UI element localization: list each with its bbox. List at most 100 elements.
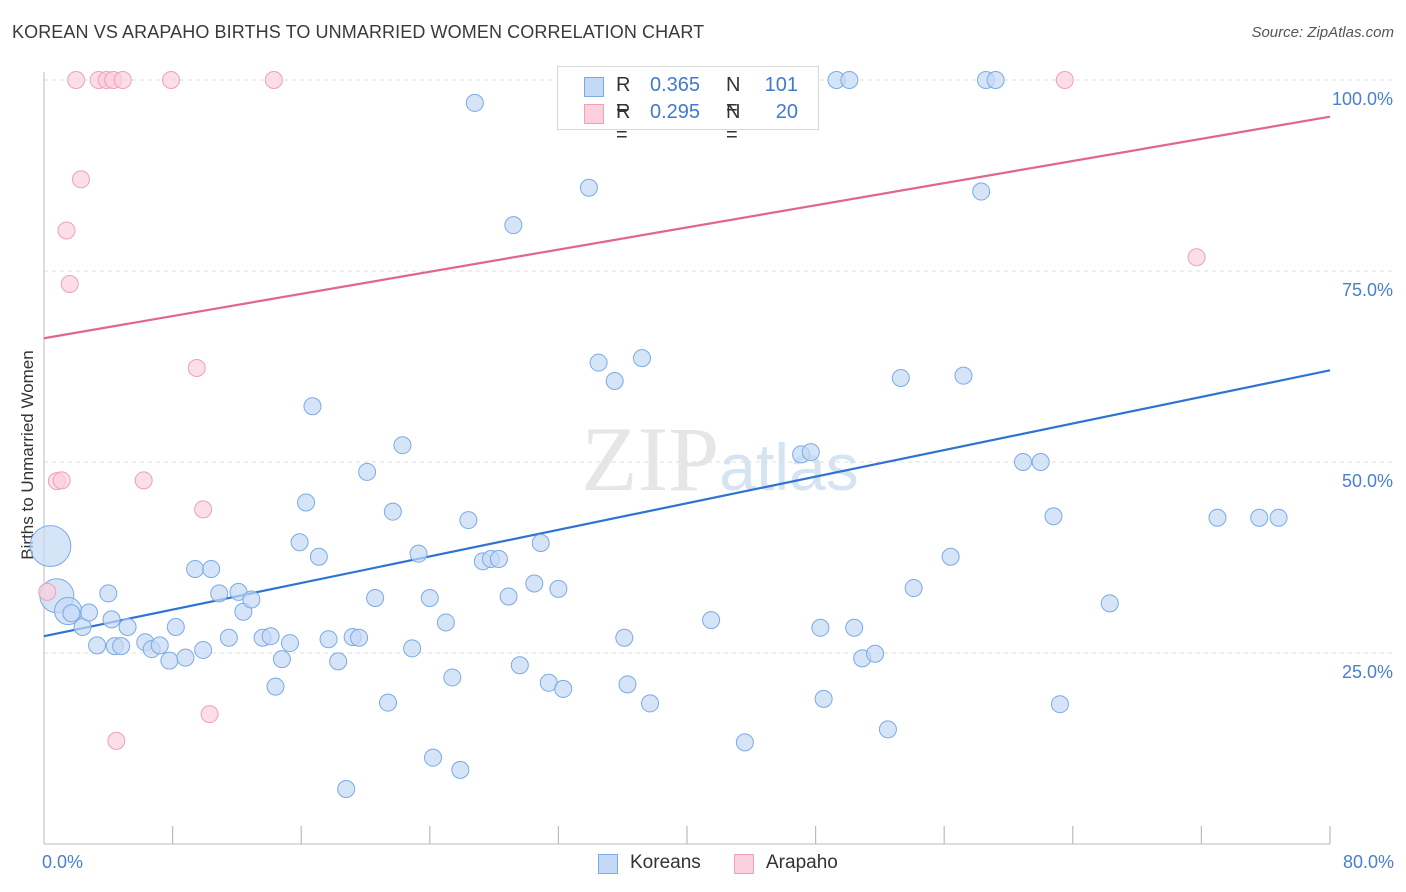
point-koreans [845,618,864,637]
point-koreans [242,590,261,609]
point-koreans [1250,508,1269,527]
point-arapaho [52,471,71,490]
point-arapaho [134,471,153,490]
chart-source: Source: ZipAtlas.com [1251,24,1394,41]
point-koreans [102,610,121,629]
point-koreans [1013,453,1032,471]
point-arapaho [57,221,76,240]
legend-swatch-koreans [584,77,604,97]
point-koreans [393,436,412,455]
point-koreans [1044,507,1063,526]
point-koreans [403,639,422,658]
legend-r-value-koreans: 0.365 [650,74,701,96]
point-koreans [510,656,529,675]
point-koreans [29,525,72,567]
point-arapaho [194,500,213,519]
point-arapaho [113,71,132,89]
point-arapaho [67,71,86,89]
point-koreans [878,720,897,739]
point-arapaho [200,705,219,724]
point-arapaho [264,71,283,89]
point-koreans [358,462,377,481]
point-arapaho [107,731,126,750]
point-koreans [1100,594,1119,613]
point-koreans [297,493,316,512]
point-koreans [409,544,428,563]
point-koreans [801,443,820,462]
point-arapaho [1055,71,1074,89]
point-koreans [632,349,651,368]
point-koreans [954,366,973,385]
point-koreans [266,677,285,696]
point-koreans [451,760,470,779]
point-koreans [941,547,960,566]
point-koreans [112,637,131,656]
point-koreans [615,628,634,647]
point-koreans [549,579,568,598]
point-koreans [329,652,348,671]
grid-lines [44,79,1395,654]
point-koreans [814,689,833,708]
series-swatch-koreans [598,854,618,874]
point-koreans [605,372,624,391]
point-koreans [337,779,356,798]
point-arapaho [1187,248,1206,267]
point-koreans [735,733,754,752]
point-koreans [290,533,309,552]
point-koreans [866,644,885,663]
y-tick-label-50: 50.0% [1342,471,1393,491]
point-koreans [261,627,280,646]
point-koreans [150,636,169,655]
point-koreans [420,588,439,607]
y-tick-label-75: 75.0% [1342,280,1393,300]
point-koreans [194,640,213,659]
legend-n-value-koreans: 101 [764,74,798,96]
point-koreans [443,668,462,687]
point-koreans [379,693,398,712]
point-koreans [424,748,443,767]
x-tick-min: 0.0% [42,852,84,872]
legend-r-value-arapaho: 0.295 [650,101,701,123]
axes [43,72,1331,845]
point-koreans [986,71,1005,89]
point-koreans [904,579,923,598]
point-koreans [160,651,179,670]
point-koreans [972,182,991,201]
point-koreans [891,368,910,387]
point-koreans [579,178,598,197]
legend-r-label: R = [616,101,631,146]
point-koreans [202,559,221,578]
point-koreans [840,71,859,89]
point-koreans [525,574,544,593]
point-koreans [465,93,484,112]
legend-swatch-arapaho [584,104,604,124]
point-arapaho [161,71,180,89]
stats-legend: R = 0.365 N = 101 R = 0.295 N = 20 [557,66,819,146]
chart-title: KOREAN VS ARAPAHO BIRTHS TO UNMARRIED WO… [12,22,705,42]
legend-n-label: N = [726,74,741,119]
x-tick-max: 80.0% [1342,852,1394,872]
point-koreans [436,613,455,632]
series-label-koreans: Koreans [630,852,701,873]
point-koreans [62,604,81,623]
point-koreans [811,618,830,637]
y-tick-label-25: 25.0% [1342,662,1393,682]
point-koreans [118,618,137,637]
zipatlas-watermark: ZIPatlas [581,408,858,510]
point-koreans [176,648,195,667]
point-koreans [1208,508,1227,527]
point-koreans [1031,453,1050,471]
point-koreans [504,216,523,235]
point-koreans [219,628,238,647]
legend-n-value-arapaho: 20 [775,101,798,123]
trendlines [43,115,1331,638]
point-koreans [166,618,185,637]
point-koreans [1269,508,1288,527]
y-tick-label-100: 100.0% [1332,89,1393,109]
point-koreans [618,675,637,694]
point-koreans [280,634,299,653]
point-koreans [272,650,291,669]
point-koreans [383,502,402,521]
point-koreans [319,630,338,649]
